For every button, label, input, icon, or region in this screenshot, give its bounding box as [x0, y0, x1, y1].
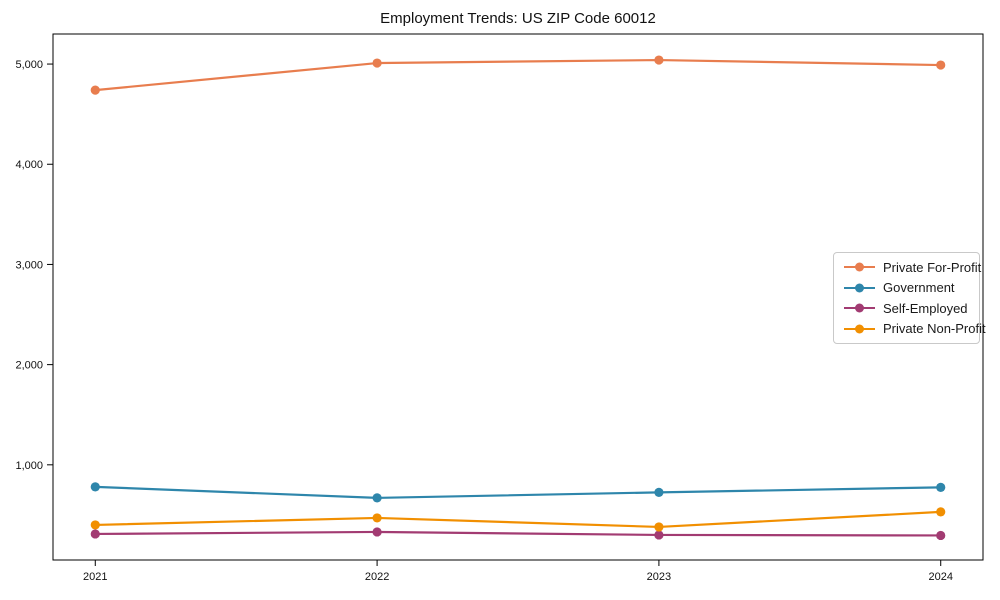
legend-label: Private Non-Profit: [883, 321, 986, 337]
data-point-marker: [90, 85, 100, 95]
y-tick-label: 4,000: [15, 159, 43, 171]
data-point-marker: [372, 527, 382, 537]
legend: Private For-Profit Government Self-Emplo…: [833, 252, 986, 344]
y-tick-label: 3,000: [15, 259, 43, 271]
x-tick-label: 2023: [647, 571, 671, 583]
data-point-marker: [654, 487, 664, 497]
legend-item: Private Non-Profit: [843, 319, 986, 340]
y-tick-label: 2,000: [15, 360, 43, 372]
x-tick-label: 2024: [928, 571, 952, 583]
data-point-marker: [90, 529, 100, 539]
data-point-marker: [372, 58, 382, 68]
data-point-marker: [654, 55, 664, 65]
data-point-marker: [90, 482, 100, 492]
legend-label: Private For-Profit: [883, 259, 982, 275]
data-point-marker: [936, 507, 946, 517]
data-point-marker: [936, 60, 946, 70]
series-line: [95, 530, 941, 537]
data-point-marker: [936, 530, 946, 541]
series-government: [90, 482, 946, 503]
data-point-marker: [372, 513, 382, 523]
x-tick-label: 2021: [83, 571, 107, 583]
series-private-for-profit: [90, 55, 946, 95]
legend-line-marker-icon: [844, 262, 875, 272]
data-point-marker: [654, 522, 664, 532]
legend-label: Government: [883, 280, 955, 296]
legend-line-marker-icon: [844, 324, 875, 334]
data-point-marker: [372, 493, 382, 503]
series-line: [95, 485, 941, 499]
chart-title: Employment Trends: US ZIP Code 60012: [380, 10, 656, 27]
legend-item: Government: [843, 278, 973, 299]
data-point-marker: [90, 520, 100, 530]
data-point-marker: [654, 530, 664, 540]
series-self-employed: [90, 527, 946, 541]
plot-frame: [52, 33, 984, 561]
x-tick-label: 2022: [365, 571, 389, 583]
data-point-marker: [936, 482, 946, 492]
legend-line-marker-icon: [844, 303, 875, 313]
legend-label: Self-Employed: [883, 300, 968, 316]
y-tick-label: 1,000: [15, 460, 43, 472]
legend-line-marker-icon: [844, 283, 875, 293]
series-line: [95, 510, 941, 529]
series-private-non-profit: [90, 507, 946, 532]
y-tick-label: 5,000: [15, 59, 43, 71]
series-line: [95, 58, 941, 92]
legend-item: Self-Employed: [843, 298, 973, 319]
legend-item: Private For-Profit: [843, 257, 981, 278]
